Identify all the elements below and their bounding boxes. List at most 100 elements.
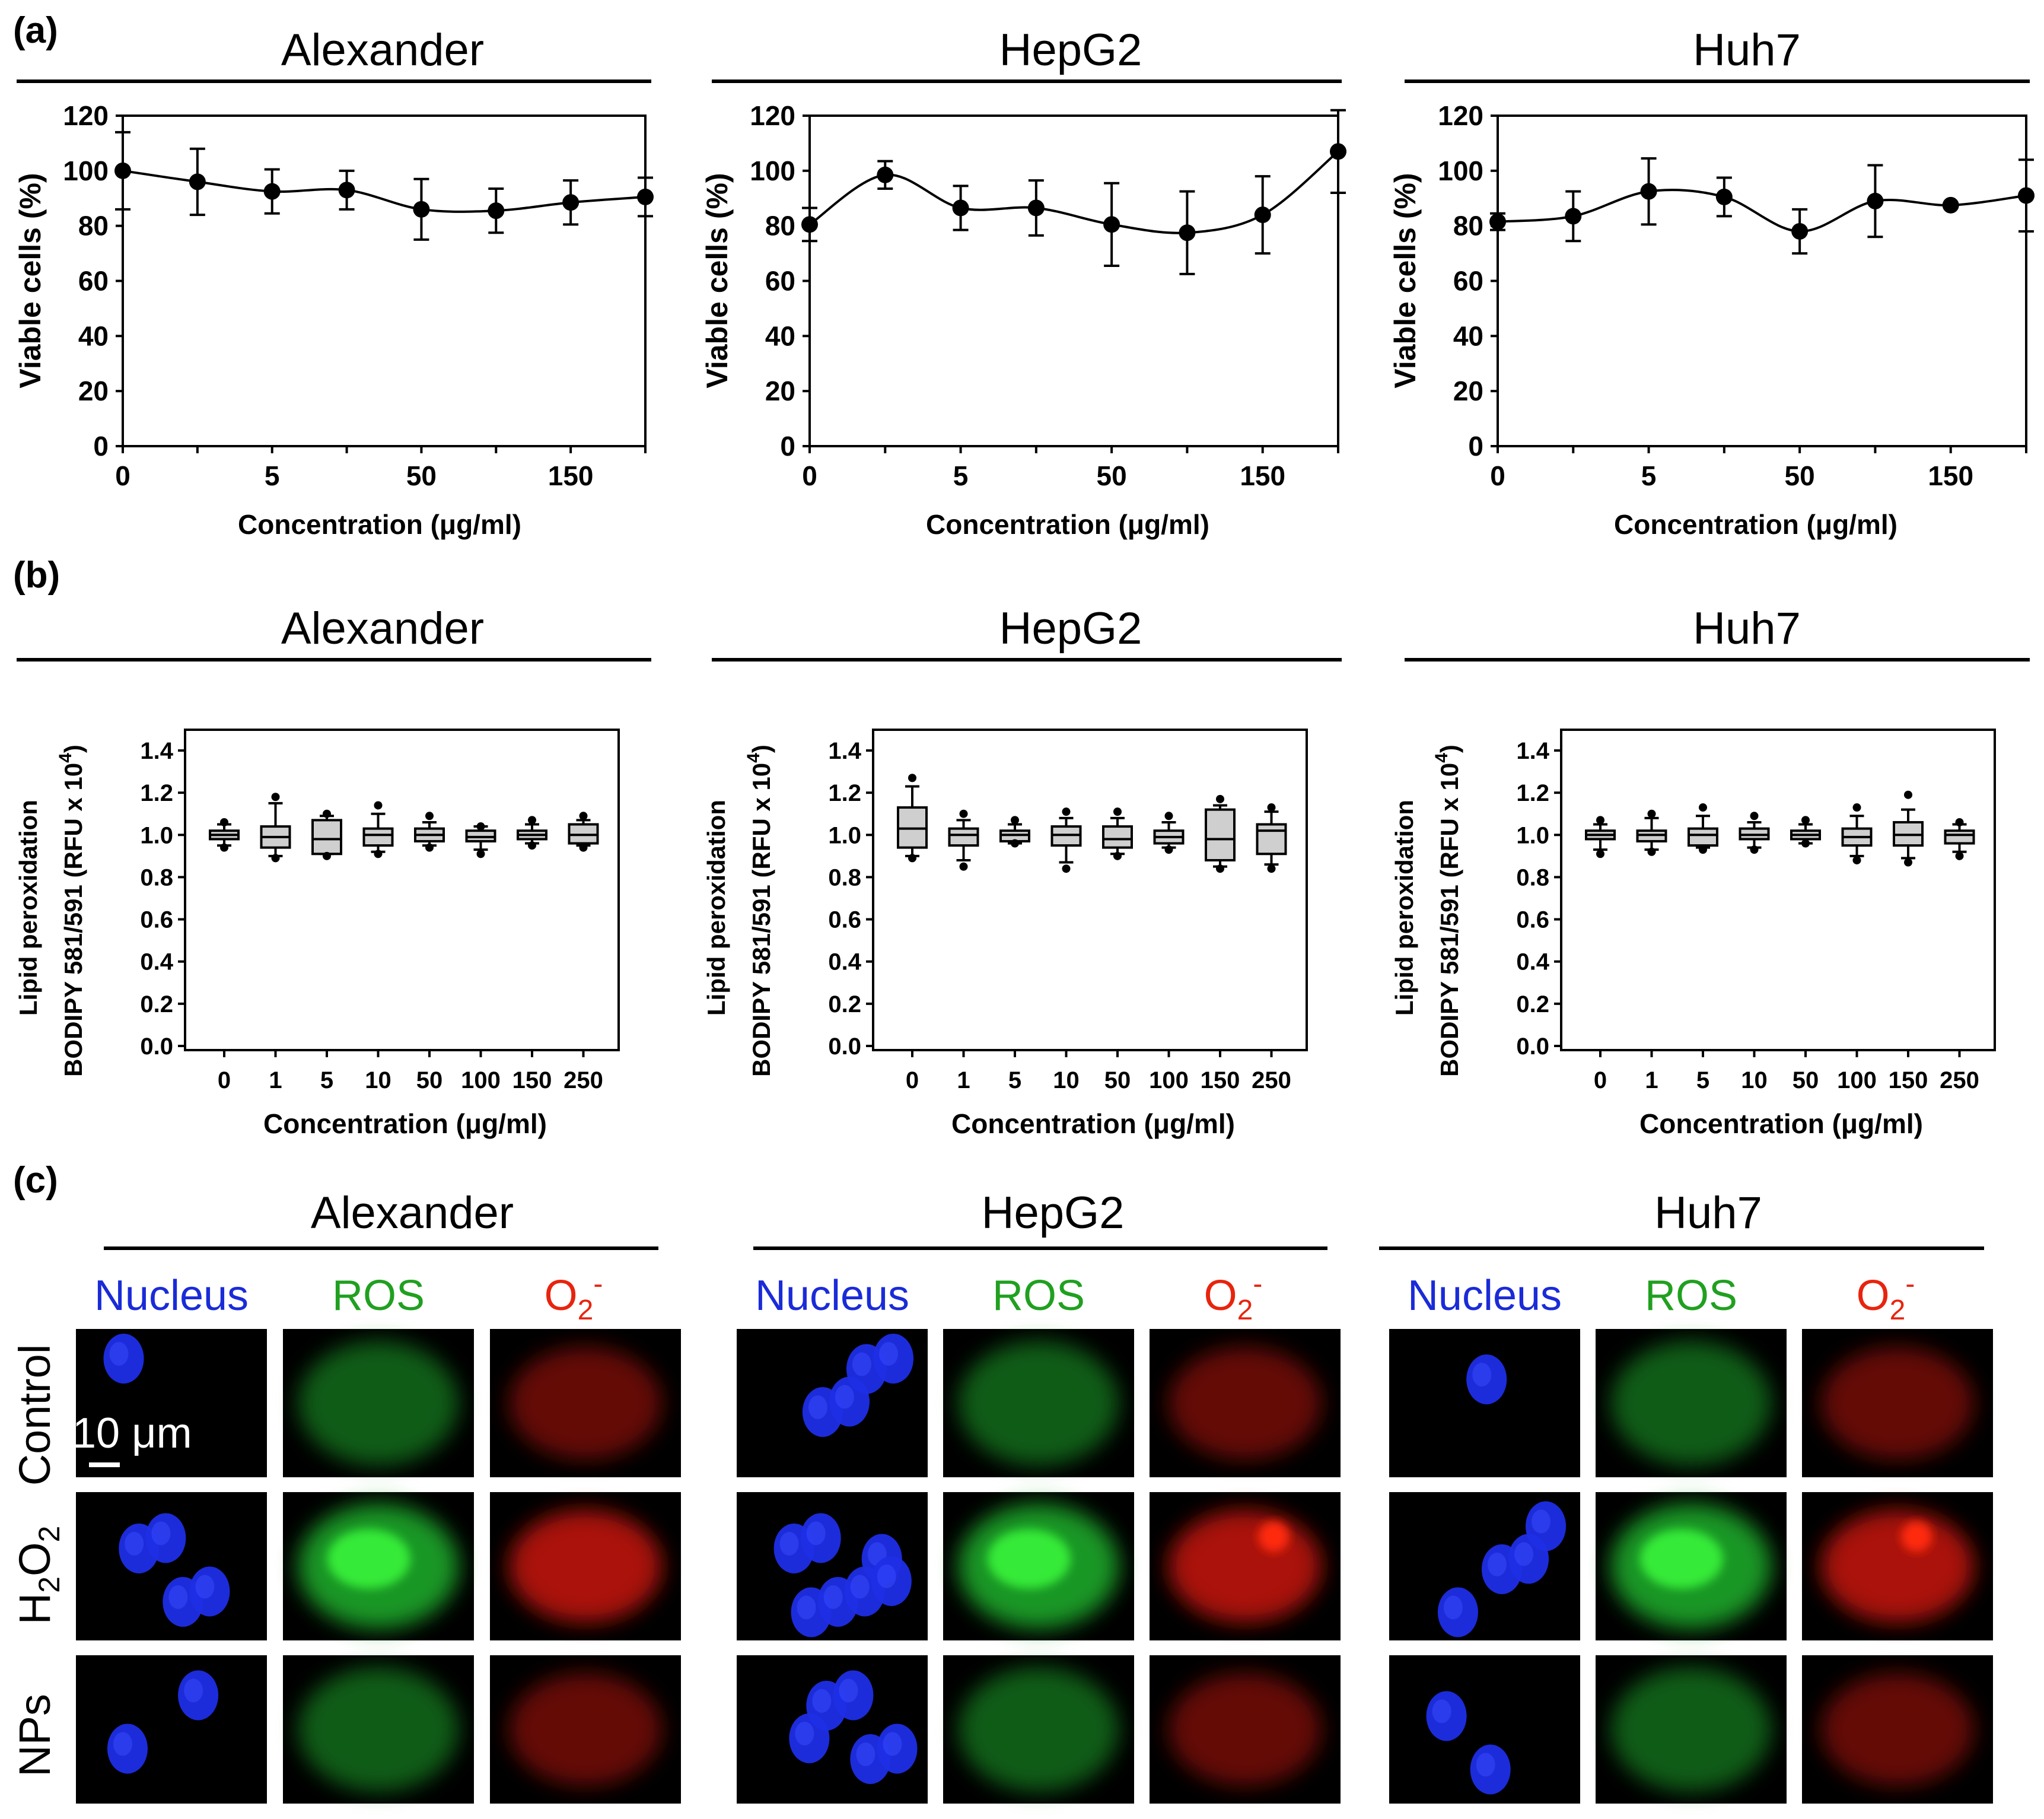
outlier-point	[1164, 845, 1173, 854]
data-point	[1942, 196, 1959, 214]
box	[1102, 825, 1133, 849]
outlier-point	[1904, 790, 1912, 799]
y-axis-label: Viable cells (%)	[14, 173, 47, 388]
channel-label-superoxide: O2-	[1204, 1268, 1263, 1326]
x-tick-label: 250	[1252, 1067, 1291, 1093]
x-axis-label: Concentration (μg/ml)	[1639, 1108, 1923, 1139]
outlier-point	[1801, 839, 1810, 848]
outlier-point	[374, 850, 383, 858]
x-tick-label: 5	[1641, 460, 1657, 491]
micrograph-tile	[1802, 1655, 1993, 1804]
outlier-point	[1164, 812, 1173, 821]
box	[1256, 823, 1287, 856]
micrograph-tile	[490, 1329, 681, 1477]
micrograph-tile	[1389, 1655, 1580, 1804]
outlier-point	[271, 793, 280, 802]
y-tick-label: 0.8	[1516, 864, 1549, 891]
title-b-alexander: Alexander	[281, 603, 484, 654]
y-tick-label: 0	[93, 431, 109, 462]
micrograph-tile	[737, 1329, 928, 1477]
row-label-control: Control	[10, 1344, 59, 1486]
channel-label-superoxide: O2-	[1857, 1268, 1915, 1326]
outlier-point	[374, 801, 383, 810]
outlier-point	[425, 812, 434, 821]
x-tick-label: 1	[269, 1067, 282, 1093]
viability-plot-hepg2: Viable cells (%) Concentration (μg/ml) 0…	[701, 100, 1346, 540]
y-tick-label: 100	[750, 155, 795, 186]
x-axis-label: Concentration (μg/ml)	[1614, 509, 1897, 540]
y-tick-label: 0.6	[828, 907, 861, 933]
micrograph-tile	[943, 1655, 1134, 1804]
data-point	[637, 188, 654, 205]
y-tick-label: 1.2	[140, 780, 173, 806]
outlier-point	[271, 854, 280, 863]
x-tick-label: 1	[957, 1067, 970, 1093]
y-tick-label: 0.6	[140, 907, 173, 933]
outlier-point	[1216, 794, 1224, 803]
y-tick-label: 0.2	[828, 991, 861, 1017]
micrograph-tile	[1389, 1492, 1580, 1640]
x-tick-label: 0	[115, 460, 130, 491]
outlier-point	[1955, 851, 1964, 860]
micrograph-tile	[490, 1655, 681, 1804]
y-tick-label: 0.4	[828, 949, 861, 975]
series-line	[122, 169, 646, 213]
outlier-point	[1596, 816, 1604, 825]
outlier-point	[1113, 851, 1122, 860]
micrograph-tile	[737, 1492, 928, 1640]
plot-frame	[872, 729, 1308, 1051]
outlier-point	[1699, 845, 1707, 854]
x-tick-label: 100	[1149, 1067, 1189, 1093]
y-tick-label: 20	[1453, 376, 1483, 406]
outlier-point	[323, 809, 331, 818]
y-tick-label: 40	[1453, 320, 1483, 351]
x-tick-label: 50	[1097, 460, 1127, 491]
data-point	[562, 194, 580, 211]
outlier-point	[1750, 812, 1759, 821]
scale-bar-label: 10 μm	[72, 1410, 192, 1457]
y-tick-label: 1.2	[1516, 780, 1549, 806]
x-tick-label: 50	[1104, 1067, 1131, 1093]
y-axis-label-line1: Lipid peroxidation	[1390, 800, 1418, 1016]
box	[948, 827, 979, 847]
y-tick-label: 1.0	[828, 822, 861, 848]
x-tick-label: 50	[406, 460, 437, 491]
outlier-point	[579, 843, 588, 852]
x-tick-label: 0	[1490, 460, 1505, 491]
y-tick-label: 0.4	[1516, 949, 1549, 975]
micrograph-tile	[943, 1329, 1134, 1477]
box	[1205, 808, 1236, 861]
x-tick-label: 0	[802, 460, 817, 491]
y-tick-label: 0.0	[140, 1033, 173, 1060]
y-tick-label: 0.4	[140, 949, 173, 975]
plot-frame	[1497, 115, 2027, 447]
outlier-point	[1267, 864, 1276, 873]
micrograph-tile	[283, 1492, 474, 1640]
x-tick-label: 250	[1940, 1067, 1979, 1093]
x-tick-label: 150	[548, 460, 594, 491]
x-tick-label: 50	[1793, 1067, 1819, 1093]
y-tick-label: 0.2	[140, 991, 173, 1017]
outlier-point	[959, 809, 968, 818]
y-tick-label: 120	[1438, 100, 1483, 131]
scale-bar-line	[89, 1462, 120, 1467]
x-tick-label: 5	[320, 1067, 333, 1093]
box	[362, 827, 394, 847]
x-axis-label: Concentration (μg/ml)	[238, 509, 521, 540]
x-tick-label: 150	[1928, 460, 1973, 491]
data-point	[1565, 208, 1582, 225]
title-a-hepg2: HepG2	[999, 25, 1142, 75]
micrograph-tile	[1150, 1329, 1341, 1477]
y-tick-label: 120	[750, 100, 795, 131]
y-tick-label: 80	[1453, 211, 1483, 241]
outlier-point	[908, 774, 916, 783]
micrograph-tile	[943, 1492, 1134, 1640]
data-point	[1791, 222, 1809, 240]
title-a-alexander: Alexander	[281, 25, 484, 75]
box	[1944, 829, 1975, 845]
panel-label-a: (a)	[13, 10, 58, 51]
plot-frame	[184, 729, 620, 1051]
y-tick-label: 1.2	[828, 780, 861, 806]
y-tick-label: 1.4	[1516, 738, 1549, 764]
